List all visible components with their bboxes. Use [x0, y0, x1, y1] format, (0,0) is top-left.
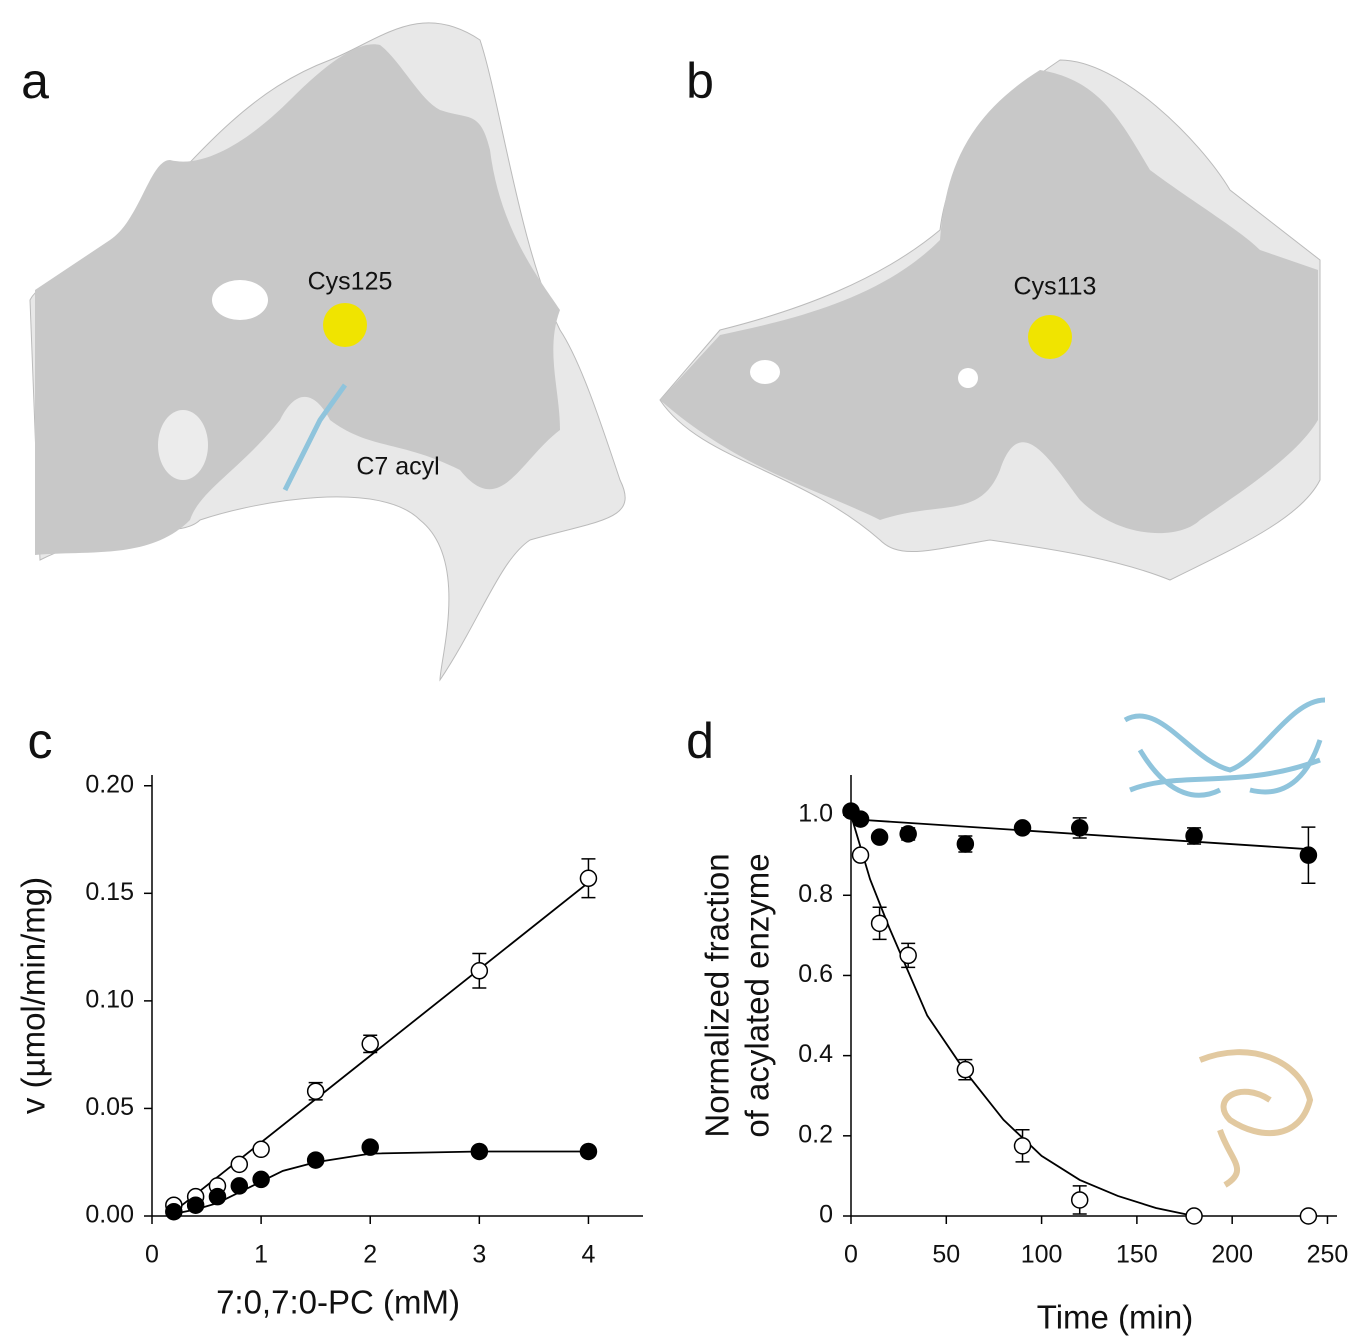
point [579, 1142, 598, 1161]
point [470, 962, 489, 980]
point [361, 1138, 379, 1156]
y-axis-title: of acylated enzyme [739, 853, 776, 1137]
y-tick-label: 0 [819, 1201, 833, 1229]
x-tick-label: 250 [1307, 1241, 1349, 1269]
inset-monomer [1198, 1049, 1314, 1188]
point [1185, 827, 1203, 845]
panel-label: a [21, 53, 49, 109]
y-tick-label: 0.00 [85, 1201, 134, 1229]
point [870, 914, 889, 933]
point [870, 828, 889, 846]
x-tick-label: 50 [932, 1241, 960, 1269]
x-tick-label: 0 [844, 1241, 858, 1269]
y-tick-label: 1.0 [798, 800, 833, 828]
point [252, 1170, 270, 1189]
x-tick-label: 150 [1116, 1241, 1158, 1269]
annotation: Cys125 [308, 268, 393, 296]
point [1070, 819, 1089, 837]
y-tick-label: 0.10 [85, 985, 134, 1013]
point [1013, 1137, 1032, 1155]
point [851, 810, 870, 828]
point [956, 1060, 975, 1079]
x-axis-title: Time (min) [1037, 1299, 1193, 1336]
point [899, 946, 917, 965]
panel-label: c [28, 713, 53, 769]
panel-label: d [686, 713, 714, 769]
y-tick-label: 0.15 [85, 878, 134, 906]
fit-line [850, 814, 1195, 1217]
annotation: C7 acyl [356, 453, 439, 481]
point [306, 1082, 325, 1100]
point [1013, 819, 1032, 837]
x-tick-label: 2 [363, 1241, 377, 1269]
point [186, 1196, 205, 1214]
x-tick-label: 1 [254, 1241, 268, 1269]
point [1070, 1191, 1089, 1209]
point [1185, 1207, 1203, 1225]
structure-b [659, 59, 1321, 581]
y-axis-title: v (µmol/min/mg) [15, 877, 52, 1114]
y-tick-label: 0.8 [798, 880, 833, 908]
point [956, 835, 975, 853]
point [851, 846, 870, 864]
x-tick-label: 0 [145, 1241, 159, 1269]
x-tick-label: 3 [472, 1241, 486, 1269]
inset-dimer [1123, 697, 1326, 798]
y-axis-title: Normalized fraction [699, 853, 736, 1137]
point [208, 1187, 227, 1206]
x-axis-title: 7:0,7:0-PC (mM) [216, 1284, 460, 1321]
structure-a [29, 22, 626, 682]
point [470, 1142, 489, 1161]
y-tick-label: 0.20 [85, 770, 134, 798]
y-tick-label: 0.4 [798, 1040, 833, 1068]
point [1299, 846, 1318, 864]
x-tick-label: 200 [1211, 1241, 1253, 1269]
point [1299, 1207, 1318, 1225]
point [252, 1140, 270, 1159]
point [165, 1202, 183, 1221]
y-tick-label: 0.05 [85, 1093, 134, 1121]
x-tick-label: 100 [1021, 1241, 1063, 1269]
annotation: Cys113 [1014, 273, 1097, 301]
point [579, 869, 598, 888]
fit-line [173, 1150, 589, 1215]
y-tick-label: 0.2 [798, 1120, 833, 1148]
x-tick-label: 4 [581, 1241, 595, 1269]
y-tick-label: 0.6 [798, 960, 833, 988]
point [306, 1151, 325, 1169]
point [361, 1035, 379, 1053]
panel-label: b [686, 53, 714, 109]
point [230, 1155, 249, 1174]
point [899, 825, 917, 843]
point [230, 1177, 249, 1195]
